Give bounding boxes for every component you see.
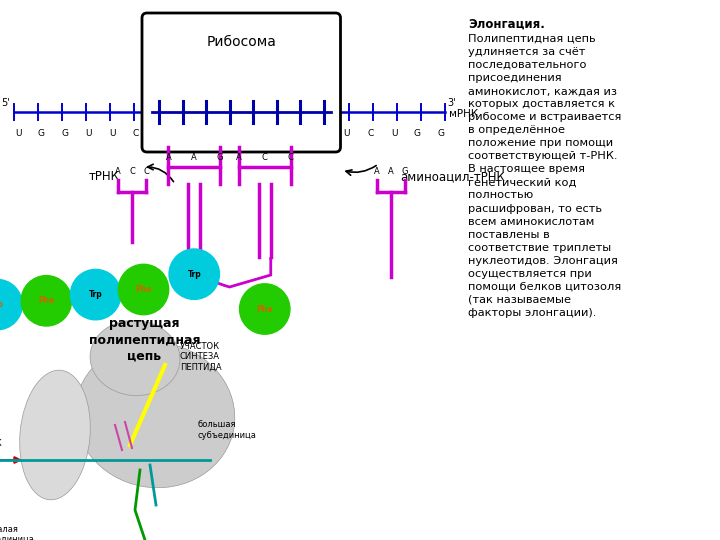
Text: A: A — [374, 167, 379, 177]
Text: тРНК: тРНК — [89, 171, 120, 184]
Circle shape — [21, 275, 71, 326]
Text: мРНК: мРНК — [0, 439, 2, 448]
Text: U: U — [109, 130, 115, 138]
Text: C: C — [288, 153, 294, 163]
Text: G: G — [414, 130, 421, 138]
Text: Trp: Trp — [187, 269, 201, 279]
Text: Phe: Phe — [256, 305, 273, 314]
Text: Trp: Trp — [0, 300, 4, 309]
Text: мРНК: мРНК — [449, 109, 478, 119]
Text: U: U — [391, 130, 397, 138]
Text: A: A — [236, 153, 242, 163]
Ellipse shape — [90, 320, 180, 396]
Text: U: U — [203, 130, 210, 138]
Circle shape — [118, 264, 168, 315]
Text: G: G — [273, 130, 280, 138]
Text: U: U — [85, 130, 91, 138]
Text: G: G — [61, 130, 68, 138]
Text: C: C — [129, 167, 135, 177]
Text: G: G — [217, 153, 223, 163]
Text: 5': 5' — [1, 98, 10, 108]
Text: G: G — [297, 130, 304, 138]
Text: A: A — [192, 153, 197, 163]
Text: A: A — [115, 167, 121, 177]
Text: большая
субъединица: большая субъединица — [198, 420, 257, 440]
Text: C: C — [367, 130, 374, 138]
Text: U: U — [320, 130, 327, 138]
Text: Полипептидная цепь
удлиняется за счёт
последовательного
присоединения
аминокисло: Полипептидная цепь удлиняется за счёт по… — [468, 34, 621, 318]
Ellipse shape — [75, 342, 235, 488]
Text: УЧАСТОК
СИНТЕЗА
ПЕПТИДА: УЧАСТОК СИНТЕЗА ПЕПТИДА — [180, 342, 222, 372]
Text: U: U — [343, 130, 350, 138]
Text: C: C — [143, 167, 149, 177]
Text: A: A — [387, 167, 393, 177]
Text: растущая
полипептидная
цепь: растущая полипептидная цепь — [89, 317, 200, 363]
Text: G: G — [38, 130, 45, 138]
Text: Trp: Trp — [89, 290, 102, 299]
Circle shape — [0, 279, 22, 330]
Text: Phe: Phe — [135, 285, 152, 294]
Text: G: G — [156, 130, 163, 138]
Text: C: C — [132, 130, 139, 138]
Text: аминоацил-тРНК: аминоацил-тРНК — [400, 171, 505, 184]
Text: Phe: Phe — [38, 296, 55, 305]
Text: C: C — [262, 153, 268, 163]
FancyBboxPatch shape — [142, 13, 341, 152]
Text: A: A — [166, 153, 171, 163]
Text: U: U — [250, 130, 256, 138]
Text: G: G — [438, 130, 444, 138]
Text: Рибосома: Рибосома — [207, 35, 276, 49]
Text: U: U — [14, 130, 22, 138]
Text: C: C — [226, 130, 233, 138]
Ellipse shape — [19, 370, 90, 500]
Circle shape — [240, 284, 290, 334]
Text: G: G — [401, 167, 408, 177]
Text: U: U — [179, 130, 186, 138]
Circle shape — [169, 249, 220, 299]
Text: Элонгация.: Элонгация. — [468, 18, 545, 31]
Text: 3': 3' — [447, 98, 456, 108]
Circle shape — [71, 269, 121, 320]
Text: малая
субъединица: малая субъединица — [0, 525, 35, 540]
